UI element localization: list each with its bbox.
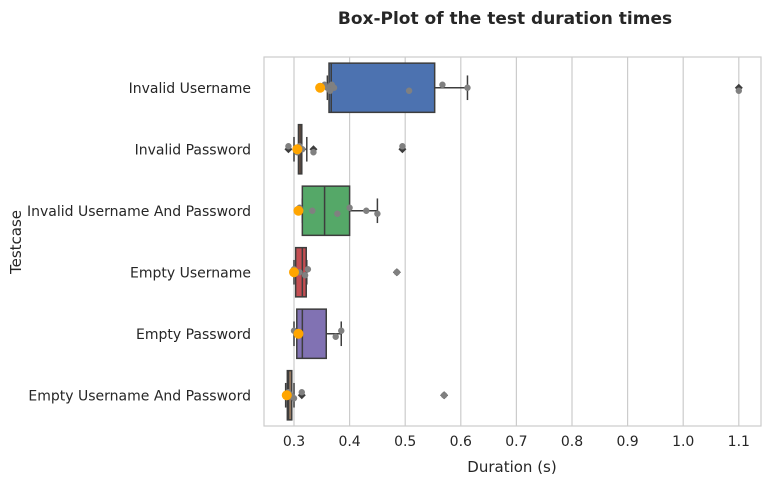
box-0 bbox=[326, 62, 743, 114]
x-tick-label: 0.5 bbox=[394, 434, 416, 450]
x-tick-label: 0.6 bbox=[450, 434, 472, 450]
box-5 bbox=[284, 369, 449, 421]
observation-point bbox=[374, 210, 381, 217]
box-body bbox=[328, 62, 436, 114]
grid-layer bbox=[293, 57, 740, 426]
observation-point bbox=[440, 392, 448, 399]
plot-frame bbox=[263, 56, 762, 427]
y-tick-label: Empty Password bbox=[136, 327, 251, 343]
y-tick-label: Invalid Username And Password bbox=[27, 204, 251, 220]
observation-point bbox=[338, 327, 345, 334]
point-layer bbox=[281, 81, 742, 402]
x-tick-label: 0.3 bbox=[283, 434, 305, 450]
observation-point bbox=[332, 333, 339, 340]
observation-point bbox=[330, 84, 338, 91]
mean-marker bbox=[281, 390, 292, 401]
box-3 bbox=[293, 246, 401, 298]
observation-point bbox=[310, 149, 317, 156]
box-layer bbox=[284, 62, 743, 421]
y-tick-label: Empty Username bbox=[130, 265, 251, 281]
observation-point bbox=[298, 389, 305, 396]
observation-point bbox=[464, 84, 471, 91]
y-tick-label: Invalid Username bbox=[129, 81, 251, 97]
x-tick-label: 0.9 bbox=[616, 434, 638, 450]
observation-point bbox=[393, 269, 401, 276]
observation-point bbox=[439, 81, 446, 88]
observation-point bbox=[285, 143, 292, 150]
y-tick-label: Invalid Password bbox=[135, 142, 251, 158]
x-tick-label: 0.7 bbox=[505, 434, 527, 450]
observation-point bbox=[301, 272, 309, 279]
x-tick-label: 1.0 bbox=[672, 434, 694, 450]
mean-marker bbox=[293, 328, 304, 339]
observation-point bbox=[304, 266, 312, 273]
x-tick-label: 0.4 bbox=[338, 434, 360, 450]
y-axis-label: Testcase bbox=[7, 210, 25, 275]
x-tick-label: 0.8 bbox=[561, 434, 583, 450]
chart-title: Box-Plot of the test duration times bbox=[338, 9, 672, 29]
observation-point bbox=[334, 210, 341, 217]
observation-point bbox=[399, 143, 406, 150]
mean-marker bbox=[293, 205, 304, 216]
mean-marker bbox=[315, 82, 326, 93]
x-axis-label: Duration (s) bbox=[467, 458, 556, 476]
mean-marker bbox=[289, 267, 299, 278]
x-tick-labels: 0.3 0.4 0.5 0.6 0.7 0.8 0.9 1.0 1.1 bbox=[283, 434, 750, 450]
observation-point bbox=[363, 207, 370, 214]
observation-point bbox=[735, 87, 742, 94]
observation-point bbox=[346, 204, 353, 211]
observation-point bbox=[405, 87, 413, 94]
mean-marker bbox=[292, 144, 303, 155]
y-tick-labels: Invalid Username Invalid Password Invalid … bbox=[27, 81, 251, 405]
y-tick-label: Empty Username And Password bbox=[28, 388, 251, 404]
observation-point bbox=[290, 395, 298, 402]
observation-point bbox=[309, 207, 316, 214]
x-tick-label: 1.1 bbox=[728, 434, 750, 450]
